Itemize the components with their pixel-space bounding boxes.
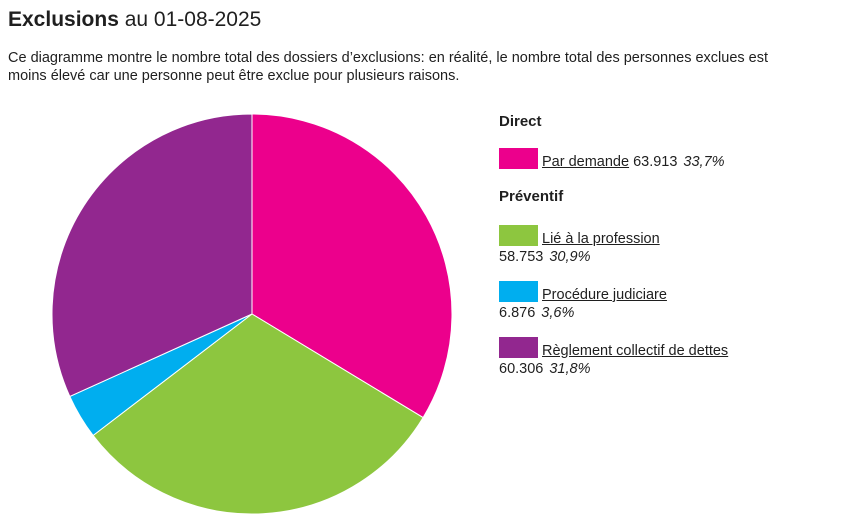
page-title: Exclusions au 01-08-2025 (8, 6, 261, 34)
title-date: au 01-08-2025 (124, 8, 262, 31)
chart-description: Ce diagramme montre le nombre total des … (8, 50, 769, 84)
legend-label-par-demande[interactable]: Par demande (542, 154, 630, 170)
legend-item-lie-profession[interactable]: Lié à la profession 58.753 30,9% (499, 225, 660, 266)
legend-item-procedure-judiciaire[interactable]: Procédure judiciare 6.876 3,6% (499, 281, 667, 322)
legend-percent-par-demande: 33,7% (683, 154, 725, 170)
legend-swatch-par-demande (499, 148, 538, 169)
legend-swatch-lie-profession (499, 225, 538, 246)
legend-value-lie-profession: 58.753 (499, 249, 544, 265)
pie-slice-par-demande[interactable] (251, 113, 453, 419)
legend-label-reglement-collectif[interactable]: Règlement collectif de dettes (542, 343, 729, 359)
legend-value-par-demande: 63.913 (633, 154, 678, 170)
legend-percent-reglement-collectif: 31,8% (549, 361, 591, 377)
legend-group-preventif: Préventif (499, 188, 564, 205)
legend-value-procedure-judiciaire: 6.876 (499, 305, 536, 321)
legend-label-procedure-judiciaire[interactable]: Procédure judiciare (542, 287, 667, 303)
legend-value-reglement-collectif: 60.306 (499, 361, 544, 377)
legend-percent-procedure-judiciaire: 3,6% (541, 305, 575, 321)
legend-item-reglement-collectif[interactable]: Règlement collectif de dettes 60.306 31,8… (499, 337, 728, 378)
legend-item-par-demande[interactable]: Par demande 63.913 33,7% (499, 148, 725, 171)
pie-chart (51, 113, 453, 515)
legend-percent-lie-profession: 30,9% (549, 249, 591, 265)
pie-slice-lie-profession[interactable] (92, 313, 424, 515)
title-bold: Exclusions (8, 8, 119, 31)
pie-slice-reglement-collectif[interactable] (51, 113, 253, 398)
legend-swatch-reglement-collectif (499, 337, 538, 358)
legend-swatch-procedure-judiciaire (499, 281, 538, 302)
legend-group-direct: Direct (499, 113, 542, 130)
legend-label-lie-profession[interactable]: Lié à la profession (542, 231, 660, 247)
